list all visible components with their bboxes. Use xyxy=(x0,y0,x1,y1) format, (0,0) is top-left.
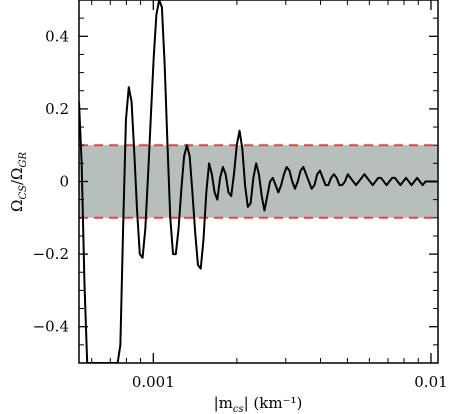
y-axis-label: ΩCS/ΩGR xyxy=(8,152,29,212)
y-tick-label: 0.2 xyxy=(45,100,69,118)
series-line xyxy=(79,0,438,363)
x-tick-label: 0.01 xyxy=(414,373,447,391)
band-region xyxy=(79,145,438,218)
x-axis-label: |mcs| (km⁻¹) xyxy=(214,394,303,414)
y-tick-label: 0 xyxy=(59,173,69,191)
y-tick-label: 0.4 xyxy=(45,27,69,45)
x-tick-label: 0.001 xyxy=(132,373,175,391)
y-axis-label-b-sub: GR xyxy=(18,152,29,168)
y-axis-label-a-sub: CS xyxy=(18,185,29,200)
x-axis-label-prefix: |m xyxy=(214,394,233,412)
y-tick-label: −0.2 xyxy=(33,245,69,263)
y-tick-label: −0.4 xyxy=(33,318,69,336)
y-axis-label-slash: /Ω xyxy=(8,168,26,186)
y-axis-label-a: Ω xyxy=(8,200,26,212)
x-axis-label-suffix: | (km⁻¹) xyxy=(244,394,303,412)
x-axis-label-sub: cs xyxy=(233,404,244,414)
axis-ticks: −0.4 −0.2 0 0.2 0.4 0.001 0.01 xyxy=(33,0,448,391)
